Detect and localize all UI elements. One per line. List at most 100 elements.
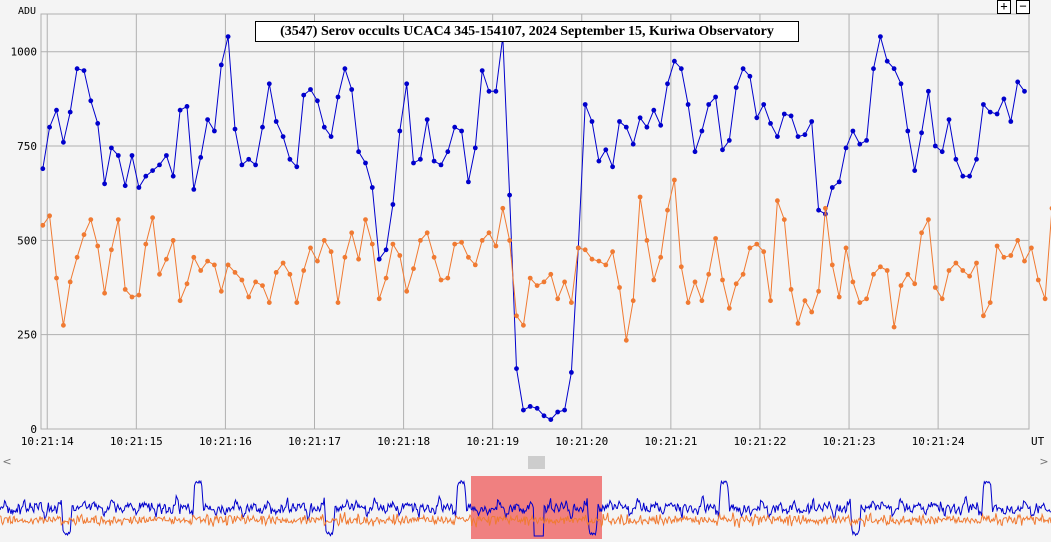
scroll-left-icon[interactable]: < — [2, 455, 12, 468]
data-point — [541, 413, 547, 419]
data-point — [397, 253, 403, 258]
series-2 — [40, 177, 1051, 343]
data-point — [562, 407, 567, 413]
data-point — [726, 305, 732, 311]
data-point — [424, 230, 430, 236]
data-point — [376, 296, 382, 302]
data-point — [733, 281, 739, 287]
data-point — [177, 298, 183, 304]
data-point — [164, 153, 169, 158]
data-point — [253, 279, 258, 285]
data-point — [321, 238, 327, 243]
data-point — [61, 139, 66, 145]
data-point — [369, 185, 375, 190]
data-point — [232, 126, 238, 132]
data-point — [720, 277, 725, 283]
zoom-out-button[interactable]: − — [1016, 0, 1030, 14]
data-point — [651, 277, 657, 283]
data-point — [685, 300, 691, 305]
data-point — [603, 147, 609, 153]
zoom-in-button[interactable]: + — [997, 0, 1011, 14]
data-point — [280, 134, 286, 140]
data-point — [246, 294, 252, 300]
data-point — [692, 279, 698, 285]
data-point — [610, 164, 615, 170]
data-point — [603, 262, 609, 268]
data-point — [164, 256, 169, 262]
data-point — [294, 164, 300, 170]
data-point — [781, 217, 787, 223]
data-point — [514, 366, 519, 371]
data-point — [953, 260, 959, 266]
data-point — [218, 62, 224, 68]
data-point — [363, 160, 368, 166]
data-point — [582, 247, 588, 253]
data-point — [816, 207, 821, 213]
data-point — [878, 34, 883, 39]
data-point — [658, 254, 664, 260]
data-point — [466, 179, 471, 185]
data-point — [630, 141, 636, 147]
horizontal-scrollbar[interactable]: < > — [0, 454, 1051, 470]
data-point — [919, 230, 924, 236]
x-tick-label: 10:21:23 — [823, 435, 876, 448]
data-point — [459, 128, 464, 134]
data-point — [665, 81, 670, 87]
data-point — [315, 258, 320, 264]
data-point — [54, 275, 59, 281]
data-point — [946, 268, 952, 273]
data-point — [349, 87, 355, 92]
data-point — [150, 215, 156, 221]
data-point — [342, 254, 348, 260]
data-point — [644, 238, 650, 243]
x-tick-label: 10:21:19 — [466, 435, 519, 448]
data-point — [623, 337, 629, 343]
data-point — [493, 88, 499, 94]
data-point — [850, 279, 856, 285]
data-point — [994, 243, 1000, 249]
data-point — [143, 241, 149, 247]
x-tick-label: 10:21:20 — [555, 435, 608, 448]
data-point — [775, 134, 780, 140]
data-point — [1022, 88, 1027, 94]
data-point — [747, 73, 753, 79]
data-point — [40, 222, 46, 228]
data-point — [932, 143, 938, 149]
data-point — [768, 121, 773, 126]
data-point — [301, 92, 307, 98]
data-point — [383, 275, 389, 281]
data-point — [122, 287, 128, 292]
data-point — [212, 262, 217, 268]
y-tick-label: 250 — [17, 329, 37, 342]
data-point — [967, 173, 972, 179]
data-point — [981, 313, 986, 319]
overview-selection-window[interactable] — [471, 476, 602, 539]
data-point — [809, 309, 815, 315]
data-point — [754, 115, 760, 121]
data-point — [829, 262, 835, 268]
data-point — [761, 102, 767, 107]
data-point — [411, 160, 416, 166]
data-point — [266, 81, 272, 87]
data-point — [67, 109, 73, 115]
data-point — [658, 122, 664, 128]
data-point — [143, 173, 149, 179]
data-point — [239, 162, 245, 168]
data-point — [589, 256, 595, 262]
data-point — [500, 205, 506, 211]
data-point — [404, 81, 410, 87]
data-point — [95, 121, 101, 126]
scroll-right-icon[interactable]: > — [1039, 455, 1049, 468]
data-point — [637, 115, 643, 121]
data-point — [974, 260, 979, 266]
scroll-thumb[interactable] — [528, 456, 545, 469]
data-point — [74, 254, 80, 260]
overview-strip[interactable] — [0, 472, 1051, 542]
data-point — [836, 179, 842, 185]
data-point — [740, 271, 746, 277]
data-point — [802, 298, 808, 304]
data-point — [781, 111, 787, 117]
data-point — [932, 285, 938, 290]
data-point — [685, 102, 691, 107]
data-point — [239, 277, 245, 283]
